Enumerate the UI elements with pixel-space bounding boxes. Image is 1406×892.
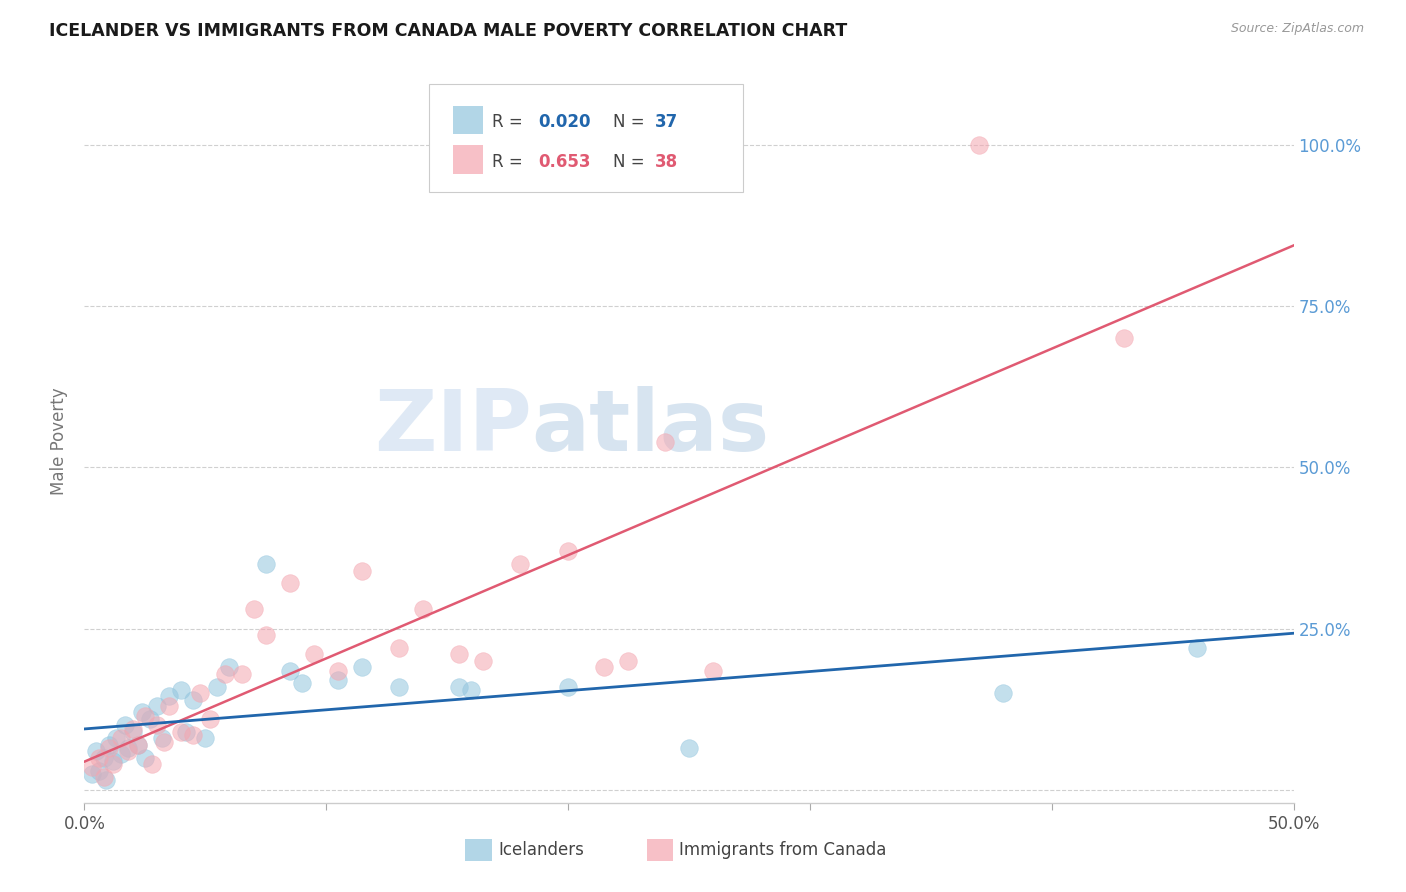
Point [218, 660, 240, 674]
Point [291, 676, 314, 690]
Point [1114, 331, 1136, 345]
Point [174, 724, 197, 739]
Point [110, 731, 132, 746]
Point [1185, 640, 1208, 655]
Point [654, 434, 676, 449]
Point [94, 773, 117, 788]
Point [86, 744, 108, 758]
Point [557, 680, 579, 694]
Point [157, 690, 180, 704]
Point [157, 699, 180, 714]
Point [146, 718, 169, 732]
Point [328, 664, 350, 678]
Point [121, 724, 143, 739]
Text: R =: R = [492, 113, 527, 131]
Point [242, 602, 264, 616]
Point [388, 680, 411, 694]
Point [110, 747, 132, 762]
Bar [647, 838, 673, 861]
Point [617, 654, 640, 668]
Point [138, 712, 160, 726]
Point [190, 686, 212, 700]
Point [127, 738, 149, 752]
Bar [453, 145, 484, 174]
Point [87, 764, 110, 778]
Point [449, 648, 471, 662]
Point [194, 731, 217, 746]
Point [80, 766, 103, 780]
Point [207, 680, 229, 694]
Point [472, 654, 495, 668]
Point [134, 708, 156, 723]
Text: N =: N = [613, 153, 650, 171]
Point [170, 724, 193, 739]
Point [127, 738, 149, 752]
Point [214, 666, 236, 681]
Point [93, 770, 115, 784]
Point [593, 660, 616, 674]
Point [278, 576, 301, 591]
Point [302, 648, 325, 662]
Text: 0.653: 0.653 [538, 153, 591, 171]
Point [117, 744, 139, 758]
Text: ZIP: ZIP [374, 385, 531, 468]
Point [104, 731, 127, 746]
Text: 0.020: 0.020 [538, 113, 591, 131]
Point [328, 673, 350, 688]
Bar [453, 105, 484, 135]
Point [702, 664, 724, 678]
Point [449, 680, 471, 694]
Point [198, 712, 221, 726]
Bar [465, 838, 492, 861]
Point [460, 682, 482, 697]
Point [352, 660, 374, 674]
Point [181, 692, 204, 706]
Point [993, 686, 1015, 700]
Point [509, 557, 531, 571]
Y-axis label: Male Poverty: Male Poverty [51, 388, 69, 495]
Text: Immigrants from Canada: Immigrants from Canada [679, 841, 887, 859]
Text: 37: 37 [655, 113, 678, 131]
Point [231, 666, 253, 681]
Point [352, 564, 374, 578]
Point [134, 750, 156, 764]
FancyBboxPatch shape [429, 84, 744, 193]
Point [103, 757, 125, 772]
Text: N =: N = [613, 113, 650, 131]
Point [80, 760, 103, 774]
Point [181, 728, 204, 742]
Point [170, 682, 193, 697]
Point [87, 750, 110, 764]
Text: Source: ZipAtlas.com: Source: ZipAtlas.com [1230, 22, 1364, 36]
Text: R =: R = [492, 153, 527, 171]
Point [117, 741, 139, 756]
Point [254, 557, 277, 571]
Point [153, 734, 176, 748]
Point [97, 738, 120, 752]
Text: 38: 38 [655, 153, 678, 171]
Point [146, 699, 169, 714]
Point [141, 757, 163, 772]
Point [131, 706, 153, 720]
Point [150, 731, 173, 746]
Point [557, 544, 579, 558]
Point [114, 718, 136, 732]
Text: Icelanders: Icelanders [498, 841, 583, 859]
Text: ICELANDER VS IMMIGRANTS FROM CANADA MALE POVERTY CORRELATION CHART: ICELANDER VS IMMIGRANTS FROM CANADA MALE… [49, 22, 848, 40]
Point [97, 741, 120, 756]
Point [254, 628, 277, 642]
Point [103, 754, 125, 768]
Point [93, 750, 115, 764]
Point [278, 664, 301, 678]
Point [388, 640, 411, 655]
Point [678, 741, 700, 756]
Point [967, 137, 990, 152]
Point [412, 602, 434, 616]
Point [121, 722, 143, 736]
Text: atlas: atlas [531, 385, 770, 468]
